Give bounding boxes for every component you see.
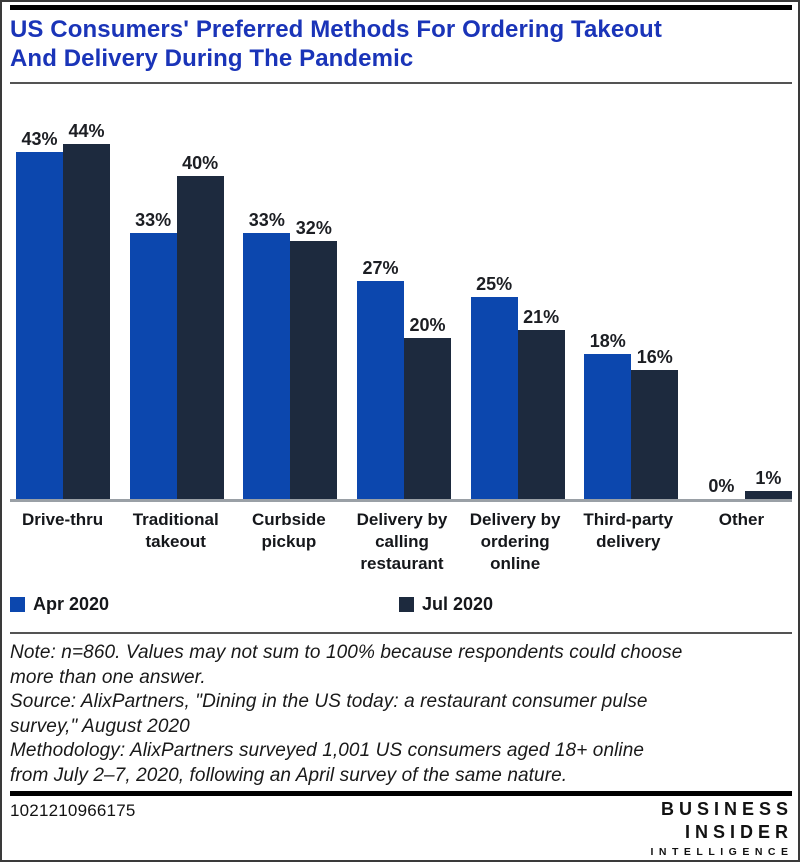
bar-apr-2020 — [129, 233, 177, 499]
notes-block: Note: n=860. Values may not sum to 100% … — [10, 641, 794, 788]
bar-jul-2020 — [744, 491, 792, 499]
bar-value-label: 43% — [21, 129, 58, 149]
bar-apr-2020 — [356, 281, 404, 499]
notes-divider — [10, 632, 792, 634]
bar-value-label: 0% — [708, 476, 735, 496]
category-label: Traditional takeout — [132, 510, 219, 551]
bar-column: 21% — [517, 102, 565, 499]
chart-title: US Consumers' Preferred Methods For Orde… — [10, 15, 794, 73]
source-line: survey," August 2020 — [10, 715, 190, 737]
bar-jul-2020 — [631, 370, 679, 499]
bar-column: 1% — [744, 102, 792, 499]
bar-group-traditional-takeout: 33% 40% — [129, 102, 224, 499]
bar-column: 0% — [698, 102, 745, 499]
bar-value-label: 18% — [589, 331, 626, 351]
bar-group-curbside-pickup: 33% 32% — [243, 102, 338, 499]
bar-jul-2020 — [403, 338, 451, 499]
bar-apr-2020 — [243, 233, 291, 499]
bar-column: 27% — [356, 102, 404, 499]
bar-apr-2020 — [16, 152, 63, 499]
chart-title-line-2: And Delivery During The Pandemic — [10, 45, 414, 72]
methodology-line: from July 2–7, 2020, following an April … — [10, 764, 568, 786]
bar-column: 18% — [584, 102, 632, 499]
bar-column: 44% — [63, 102, 110, 499]
bar-apr-2020 — [584, 354, 632, 499]
legend-item-apr-2020: Apr 2020 — [10, 594, 109, 615]
bar-column: 33% — [243, 102, 291, 499]
source-line: Source: AlixPartners, "Dining in the US … — [10, 691, 648, 712]
bar-column: 16% — [631, 102, 679, 499]
bar-jul-2020 — [176, 176, 224, 499]
bar-jul-2020 — [63, 144, 110, 499]
note-line: Note: n=860. Values may not sum to 100% … — [10, 642, 683, 663]
bar-value-label: 21% — [523, 307, 560, 327]
bar-column: 32% — [290, 102, 338, 499]
bar-jul-2020 — [517, 330, 565, 499]
note-line: more than one answer. — [10, 666, 206, 688]
bar-column: 33% — [129, 102, 177, 499]
bar-value-label: 1% — [755, 468, 782, 488]
bar-jul-2020 — [290, 241, 338, 499]
legend-label-apr-2020: Apr 2020 — [33, 594, 110, 614]
top-rule — [10, 5, 792, 10]
bar-value-label: 33% — [135, 210, 172, 230]
legend: Apr 2020 Jul 2020 — [2, 594, 798, 615]
bar-value-label: 32% — [295, 218, 332, 238]
legend-swatch-jul-2020 — [399, 597, 414, 612]
chart-title-line-1: US Consumers' Preferred Methods For Orde… — [10, 16, 662, 43]
bar-apr-2020 — [470, 297, 518, 499]
bar-column: 40% — [176, 102, 224, 499]
logo-line-business: BUSINESS — [660, 799, 793, 819]
category-label: Third-party delivery — [583, 510, 674, 551]
category-axis-labels: Drive-thru Traditional takeout Curbside pick… — [6, 509, 798, 575]
bar-group-drive-thru: 43% 44% — [16, 102, 110, 499]
bar-column: 43% — [16, 102, 63, 499]
category-label: Delivery by calling restaurant — [356, 510, 448, 573]
x-axis-line — [10, 499, 792, 502]
bar-chart-plot: 43% 44% 33% 40% 33% 32% 27% 20% 25% 21% 18% 16% 0% 1% — [16, 102, 792, 499]
bar-group-third-party-delivery: 18% 16% — [584, 102, 679, 499]
bar-group-other: 0% 1% — [698, 102, 792, 499]
methodology-line: Methodology: AlixPartners surveyed 1,001… — [10, 740, 645, 761]
bar-column: 20% — [403, 102, 451, 499]
logo-line-intelligence: INTELLIGENCE — [650, 846, 794, 858]
bar-value-label: 33% — [248, 210, 285, 230]
category-label: Drive-thru — [21, 510, 104, 529]
bar-value-label: 44% — [68, 121, 105, 141]
bar-group-delivery-by-calling-restaurant: 27% 20% — [356, 102, 451, 499]
bar-value-label: 25% — [476, 274, 513, 294]
business-insider-intelligence-logo: BUSINESS INSIDER INTELLIGENCE — [650, 798, 788, 860]
bar-value-label: 16% — [636, 347, 673, 367]
legend-label-jul-2020: Jul 2020 — [422, 594, 494, 614]
bar-value-label: 27% — [362, 258, 399, 278]
logo-line-insider: INSIDER — [684, 822, 793, 842]
legend-swatch-apr-2020 — [10, 597, 25, 612]
bar-group-delivery-by-ordering-online: 25% 21% — [470, 102, 565, 499]
bar-column: 25% — [470, 102, 518, 499]
category-label: Curbside pickup — [252, 510, 326, 551]
chart-id-number: 1021210966175 — [10, 801, 136, 820]
title-divider — [10, 82, 792, 84]
legend-item-jul-2020: Jul 2020 — [399, 594, 493, 615]
bar-value-label: 40% — [182, 153, 219, 173]
category-label: Other — [718, 510, 765, 529]
bottom-rule — [10, 791, 792, 796]
category-label: Delivery by ordering online — [469, 510, 561, 573]
bar-value-label: 20% — [409, 315, 446, 335]
